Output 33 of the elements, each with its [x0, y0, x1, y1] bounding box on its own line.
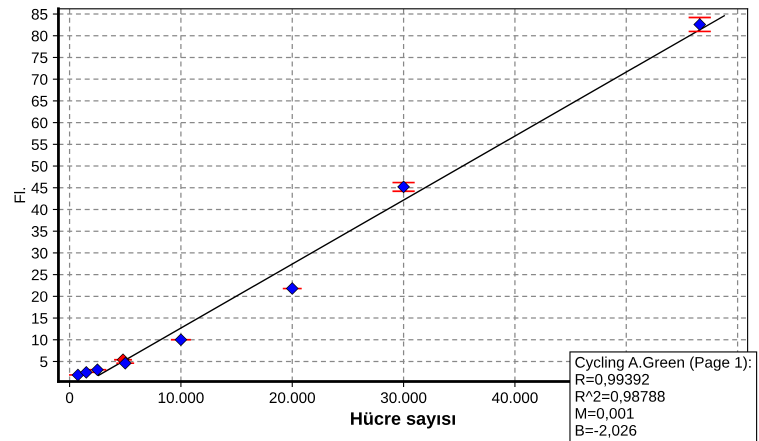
y-tick-label: 10: [32, 334, 48, 346]
point: [119, 356, 132, 370]
x-axis-title: Hücre sayısı: [351, 412, 455, 429]
y-tick-label: 20: [32, 291, 48, 302]
point: [286, 282, 298, 295]
y-tick-label: 75: [32, 52, 48, 64]
x-tick-label: 10.000: [158, 392, 204, 404]
y-tick-label: 65: [32, 96, 48, 107]
y-tick-label: 45: [31, 182, 48, 194]
y-tick-label: 5: [40, 356, 48, 368]
annotation: Cycling A.Green (Page 1): R=0,99392 R^2=0,98788 M=0,001 B=-2,026: [575, 356, 751, 438]
point: [72, 368, 84, 382]
y-tick-label: 25: [32, 269, 48, 280]
x-tick-label: 30.000: [380, 392, 426, 404]
y-axis-title: Fl.: [14, 188, 26, 202]
y-tick-label: 85: [32, 8, 48, 20]
x-tick-label: 0: [66, 392, 74, 404]
x-tick-label: 20.000: [270, 392, 316, 404]
y-tick-label: 40: [31, 204, 48, 216]
x-tick-label: 40.000: [492, 392, 538, 404]
point: [174, 334, 188, 346]
y-tick-label: 15: [32, 313, 48, 324]
y-tick-label: 50: [32, 160, 48, 172]
point: [397, 180, 410, 194]
y-tick-label: 35: [32, 226, 48, 237]
y-tick-label: 30: [32, 248, 48, 259]
point: [80, 366, 93, 379]
y-tick-label: 80: [32, 30, 48, 42]
y-tick-label: 55: [32, 139, 48, 150]
point: [694, 18, 706, 31]
point: [91, 363, 104, 376]
y-tick-label: 60: [32, 117, 48, 128]
y-tick-label: 70: [32, 74, 48, 85]
